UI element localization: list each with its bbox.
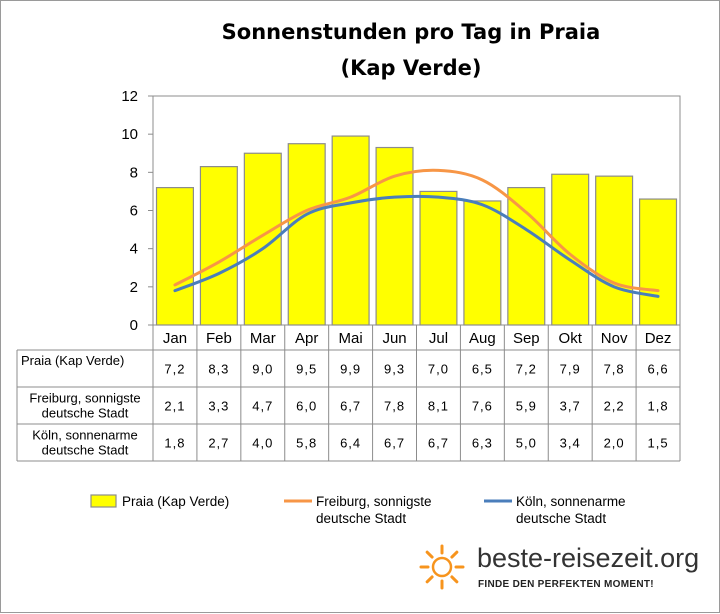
data-label: 1,8	[164, 436, 185, 451]
data-label: 4,0	[252, 436, 273, 451]
data-label: 9,3	[384, 362, 405, 377]
data-label: 3,7	[560, 399, 581, 414]
sun-core	[431, 556, 453, 578]
sun-icon	[419, 544, 465, 590]
x-tick-label: Mai	[339, 330, 363, 347]
data-label: 7,9	[560, 362, 581, 377]
data-label: 7,8	[384, 399, 405, 414]
bar-Aug	[463, 200, 502, 326]
x-tick-label: Apr	[295, 330, 318, 347]
x-tick-label: Dez	[645, 330, 672, 347]
data-label: 3,3	[208, 399, 229, 414]
data-label: 7,0	[428, 362, 449, 377]
data-label: 9,9	[340, 362, 361, 377]
data-label: 5,8	[296, 436, 317, 451]
data-label: 8,1	[428, 399, 449, 414]
y-tick-label: 12	[121, 88, 138, 105]
data-label: 5,0	[516, 436, 537, 451]
bar-Okt	[551, 173, 590, 326]
data-label: 5,9	[516, 399, 537, 414]
data-label: 6,4	[340, 436, 361, 451]
bar-Apr	[287, 143, 326, 326]
data-label: 6,5	[472, 362, 493, 377]
sun-ray	[450, 575, 459, 584]
data-label: 9,5	[296, 362, 317, 377]
table-row-label: deutsche Stadt	[42, 406, 129, 421]
data-label: 7,2	[516, 362, 537, 377]
data-label: 9,0	[252, 362, 273, 377]
data-label: 7,6	[472, 399, 493, 414]
legend-item: Köln, sonnenarme deutsche Stadt	[484, 494, 626, 526]
x-tick-label: Okt	[559, 330, 583, 347]
x-tick-label: Jul	[429, 330, 448, 347]
bar-series	[155, 135, 678, 326]
data-label: 6,7	[428, 436, 449, 451]
chart-title: Sonnenstunden pro Tag in Praia	[222, 20, 601, 44]
sun-ray	[425, 550, 434, 559]
y-tick-label: 6	[130, 203, 138, 220]
data-label: 6,6	[648, 362, 669, 377]
sun-ray	[425, 575, 434, 584]
brand-name: beste-reisezeit.org	[477, 543, 699, 573]
data-label: 7,8	[604, 362, 625, 377]
table-row-label: Freiburg, sonnigste	[29, 391, 140, 406]
line-series-2	[173, 194, 660, 298]
y-tick-label: 8	[130, 164, 138, 181]
y-tick-label: 10	[121, 126, 138, 143]
data-label: 2,0	[604, 436, 625, 451]
legend-label: Köln, sonnenarme	[516, 494, 626, 509]
legend-item: Praia (Kap Verde)	[90, 494, 229, 509]
line-series	[173, 168, 660, 298]
legend: Praia (Kap Verde) Freiburg, sonnigste deut…	[90, 494, 626, 526]
data-label: 3,4	[560, 436, 581, 451]
x-tick-label: Jun	[382, 330, 406, 347]
legend-label: deutsche Stadt	[516, 511, 606, 526]
brand-slogan: FINDE DEN PERFEKTEN MOMENT!	[478, 579, 654, 590]
sun-ray	[450, 550, 459, 559]
data-label: 4,7	[252, 399, 273, 414]
bar-Jul	[419, 190, 458, 326]
data-label: 6,7	[340, 399, 361, 414]
data-label: 2,1	[164, 399, 185, 414]
x-tick-label: Nov	[601, 330, 628, 347]
data-label: 1,5	[648, 436, 669, 451]
y-tick-label: 2	[130, 279, 138, 296]
x-tick-label: Sep	[513, 330, 540, 347]
data-label: 6,0	[296, 399, 317, 414]
data-label: 8,3	[208, 362, 229, 377]
table-row-label: Köln, sonnenarme	[32, 428, 138, 443]
bar-Feb	[199, 166, 238, 326]
data-label: 2,7	[208, 436, 229, 451]
table-row-label: deutsche Stadt	[42, 443, 129, 458]
legend-swatch	[90, 494, 117, 508]
y-axis: 0 2 4 6 8 10 12	[121, 88, 153, 334]
x-tick-label: Feb	[206, 330, 232, 347]
x-tick-label: Jan	[163, 330, 187, 347]
y-tick-label: 4	[130, 241, 138, 258]
data-label: 7,2	[164, 362, 185, 377]
legend-label: Freiburg, sonnigste	[316, 494, 432, 509]
legend-label: deutsche Stadt	[316, 511, 406, 526]
legend-item: Freiburg, sonnigste deutsche Stadt	[284, 494, 432, 526]
data-label: 1,8	[648, 399, 669, 414]
data-label: 6,3	[472, 436, 493, 451]
line-series-1	[173, 168, 660, 293]
brand-logo: beste-reisezeit.org FINDE DEN PERFEKTEN …	[419, 543, 699, 590]
table-row-label: Praia (Kap Verde)	[21, 353, 124, 368]
bar-Nov	[595, 175, 634, 326]
y-tick-label: 0	[130, 317, 138, 334]
x-tick-label: Aug	[469, 330, 496, 347]
data-label: 2,2	[604, 399, 625, 414]
data-table: Jan Feb Mar Apr Mai Jun Jul Aug Sep Okt Nov Dez Prai…	[16, 325, 681, 462]
data-label: 6,7	[384, 436, 405, 451]
bar-Mai	[331, 135, 370, 326]
legend-label: Praia (Kap Verde)	[122, 494, 229, 509]
bar-Jan	[155, 187, 195, 326]
bar-Dez	[638, 198, 678, 326]
bar-Sep	[507, 187, 546, 326]
x-tick-label: Mar	[250, 330, 276, 347]
chart-subtitle: (Kap Verde)	[341, 56, 482, 80]
